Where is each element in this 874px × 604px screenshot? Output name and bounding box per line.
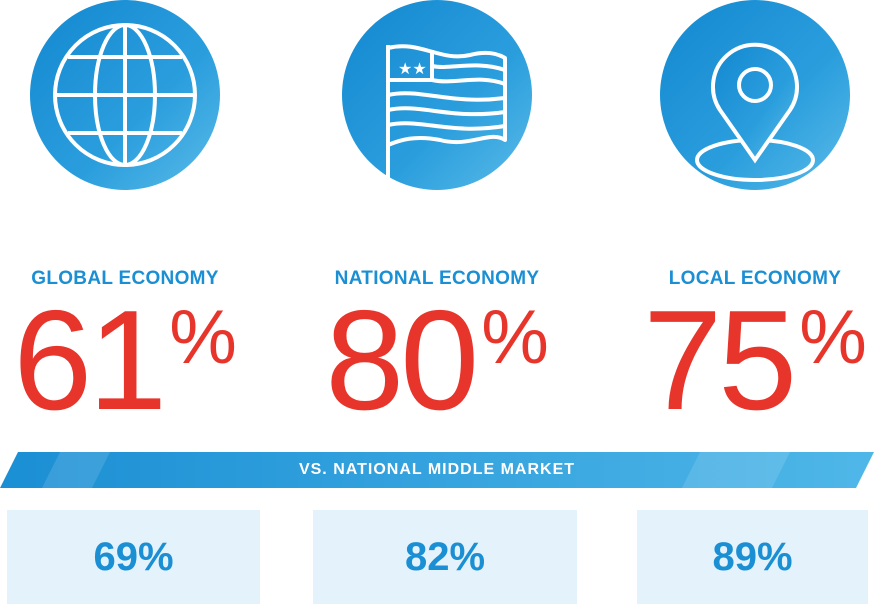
item-label: LOCAL ECONOMY <box>668 268 842 289</box>
icons: ★★ <box>30 0 850 190</box>
big-value: 61% <box>0 290 285 432</box>
banner-text: VS. NATIONAL MIDDLE MARKET <box>298 461 576 478</box>
comparison-box: 69% <box>7 510 260 604</box>
item-label: GLOBAL ECONOMY <box>31 268 219 289</box>
big-value: 75% <box>595 290 874 432</box>
svg-text:★★: ★★ <box>398 61 427 78</box>
value: 61 <box>13 281 167 440</box>
flag-icon: ★★ <box>386 44 507 185</box>
big-value: 80% <box>277 290 597 432</box>
pin-icon <box>695 42 815 182</box>
globe-icon <box>53 23 197 167</box>
comparison-box: 82% <box>313 510 577 604</box>
item-label: NATIONAL ECONOMY <box>334 268 540 289</box>
unit: % <box>481 295 549 380</box>
banner-bar <box>0 452 874 488</box>
value: 80 <box>325 281 479 440</box>
unit: % <box>169 295 237 380</box>
unit: % <box>799 295 867 380</box>
value: 75 <box>643 281 797 440</box>
comparison-box: 89% <box>637 510 868 604</box>
